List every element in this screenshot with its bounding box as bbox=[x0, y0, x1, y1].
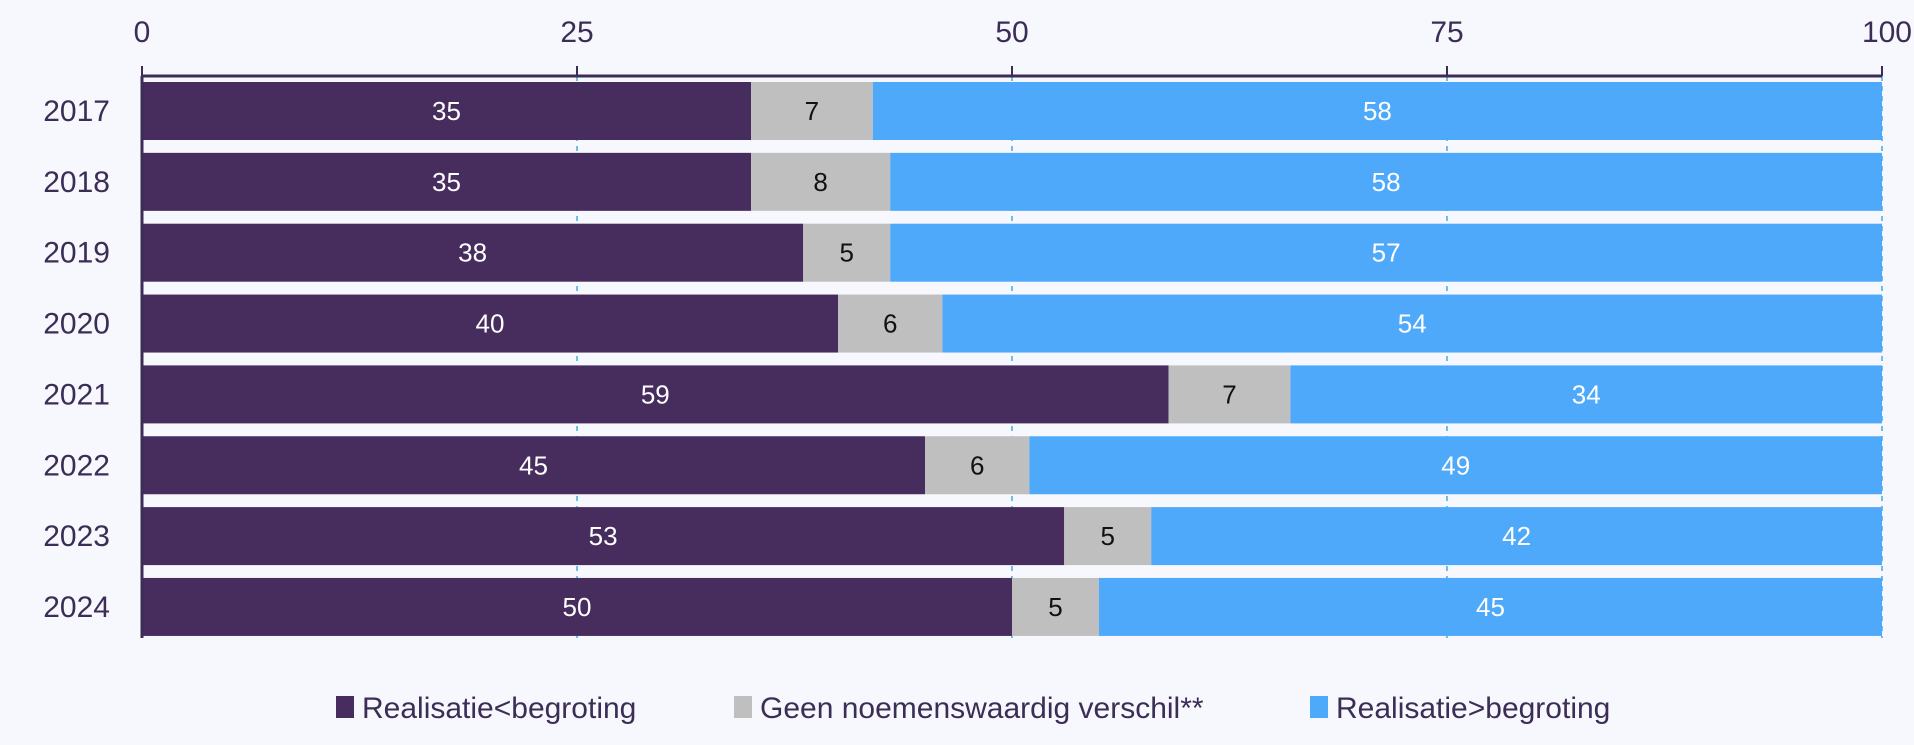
category-label-2023: 2023 bbox=[43, 520, 110, 553]
legend-label-2: Realisatie>begroting bbox=[1336, 692, 1610, 725]
data-label-2024-series-0: 50 bbox=[563, 592, 592, 622]
data-label-2021-series-1: 7 bbox=[1222, 379, 1236, 409]
bar-2019-series-0 bbox=[142, 223, 804, 282]
bar-2023-series-1 bbox=[1064, 507, 1152, 566]
category-label-2019: 2019 bbox=[43, 237, 110, 270]
bar-2021-series-2 bbox=[1290, 365, 1882, 424]
category-label-2020: 2020 bbox=[43, 308, 110, 341]
bar-2017-series-0 bbox=[142, 82, 751, 140]
bar-2018-series-0 bbox=[142, 152, 751, 211]
category-label-2022: 2022 bbox=[43, 449, 110, 482]
x-tick-label-100: 100 bbox=[1862, 16, 1912, 49]
data-label-2018-series-2: 58 bbox=[1372, 167, 1401, 197]
data-label-2017-series-1: 7 bbox=[805, 96, 819, 126]
bar-2024-series-0 bbox=[142, 577, 1012, 636]
data-label-2022-series-0: 45 bbox=[519, 450, 548, 480]
x-tick-label-0: 0 bbox=[134, 16, 151, 49]
data-label-2024-series-1: 5 bbox=[1048, 592, 1062, 622]
bar-2022-series-0 bbox=[142, 436, 925, 495]
data-label-2019-series-0: 38 bbox=[458, 238, 487, 268]
x-tick-label-25: 25 bbox=[560, 16, 593, 49]
bar-2021-series-0 bbox=[142, 365, 1169, 424]
legend-label-0: Realisatie<begroting bbox=[362, 692, 636, 725]
data-label-2019-series-1: 5 bbox=[839, 238, 853, 268]
data-label-2018-series-0: 35 bbox=[432, 167, 461, 197]
bar-2019-series-1 bbox=[803, 223, 891, 282]
bar-2024-series-2 bbox=[1099, 577, 1882, 636]
data-label-2020-series-1: 6 bbox=[883, 309, 897, 339]
legend-swatch-0 bbox=[336, 696, 354, 718]
bar-2021-series-1 bbox=[1168, 365, 1291, 424]
bar-2020-series-0 bbox=[142, 294, 838, 353]
data-label-2017-series-0: 35 bbox=[432, 96, 461, 126]
data-label-2021-series-2: 34 bbox=[1572, 379, 1601, 409]
bar-2018-series-1 bbox=[751, 152, 891, 211]
data-label-2021-series-0: 59 bbox=[641, 379, 670, 409]
category-label-2018: 2018 bbox=[43, 166, 110, 199]
bar-2020-series-1 bbox=[838, 294, 943, 353]
data-label-2022-series-2: 49 bbox=[1441, 450, 1470, 480]
data-label-2023-series-2: 42 bbox=[1502, 521, 1531, 551]
data-label-2017-series-2: 58 bbox=[1363, 96, 1392, 126]
data-label-2024-series-2: 45 bbox=[1476, 592, 1505, 622]
data-label-2022-series-1: 6 bbox=[970, 450, 984, 480]
data-label-2020-series-2: 54 bbox=[1398, 309, 1427, 339]
data-label-2018-series-1: 8 bbox=[813, 167, 827, 197]
x-tick-label-75: 75 bbox=[1430, 16, 1463, 49]
bars: 35 7 58 35 8 58 38 5 57 40 6 54 59 7 34 45 6 49 53 5 42 50 5 45 bbox=[142, 82, 1882, 636]
data-label-2023-series-0: 53 bbox=[589, 521, 618, 551]
bar-2019-series-2 bbox=[890, 223, 1882, 282]
bar-2023-series-2 bbox=[1151, 507, 1882, 566]
category-label-2024: 2024 bbox=[43, 591, 110, 624]
legend-swatch-2 bbox=[1310, 696, 1328, 718]
bar-2023-series-0 bbox=[142, 507, 1065, 566]
legend-swatch-1 bbox=[734, 696, 752, 718]
category-label-2017: 2017 bbox=[43, 95, 110, 128]
data-label-2023-series-1: 5 bbox=[1100, 521, 1114, 551]
category-label-2021: 2021 bbox=[43, 378, 110, 411]
legend: Realisatie<begroting Geen noemenswaardig … bbox=[336, 692, 1610, 725]
bar-2022-series-1 bbox=[925, 436, 1030, 495]
bar-2018-series-2 bbox=[890, 152, 1882, 211]
data-label-2020-series-0: 40 bbox=[476, 309, 505, 339]
bar-2022-series-2 bbox=[1029, 436, 1882, 495]
data-label-2019-series-2: 57 bbox=[1372, 238, 1401, 268]
x-tick-label-50: 50 bbox=[995, 16, 1028, 49]
bar-2024-series-1 bbox=[1012, 577, 1099, 636]
bar-2017-series-1 bbox=[751, 82, 873, 140]
bar-2017-series-2 bbox=[872, 82, 1882, 140]
bar-2020-series-2 bbox=[942, 294, 1882, 353]
legend-label-1: Geen noemenswaardig verschil** bbox=[760, 692, 1204, 725]
